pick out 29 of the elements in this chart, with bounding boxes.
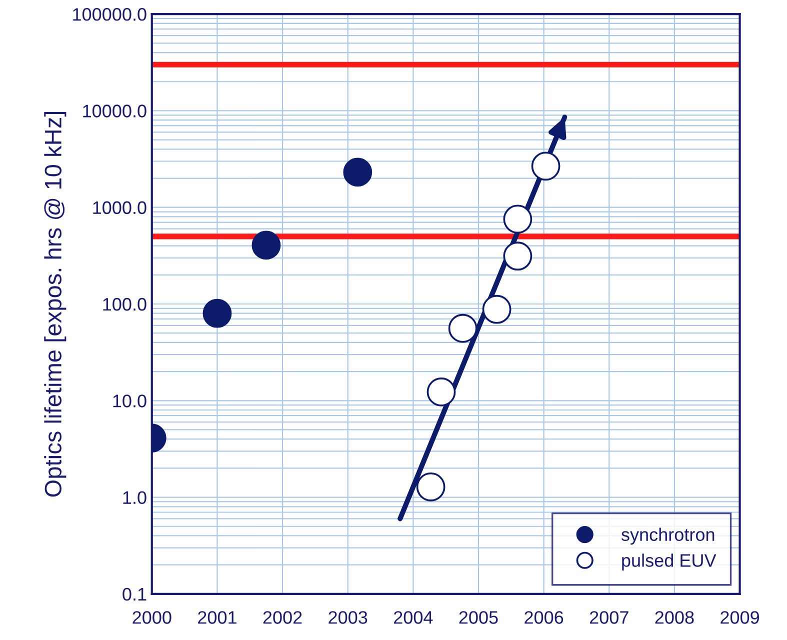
x-tick-label: 2007 [590,611,628,624]
y-tick-label: 100000.0 [73,8,146,21]
point [503,242,532,271]
x-tick-label: 2005 [459,611,498,624]
y-tick-label: 10000.0 [83,104,146,118]
x-tick-label: 2008 [655,611,694,624]
legend-label: pulsed EUV [622,554,716,570]
legend-label: synchrotron [621,528,714,545]
point [202,298,232,328]
point [503,204,532,234]
y-tick-label: 10.0 [113,394,146,408]
x-tick-label: 2003 [328,611,368,624]
x-tick-label: 2004 [394,611,433,624]
x-tick-label: 2006 [524,611,564,624]
y-axis-title: Optics lifetime [expos. hrs @ 10 kHz] [44,112,66,497]
point [343,158,372,187]
point [448,314,478,343]
x-tick-label: 2000 [132,611,172,624]
point [482,294,512,324]
x-tick-label: 2002 [263,611,302,624]
x-tick-label: 2009 [720,611,760,624]
x-tick-label: 2001 [198,611,236,624]
y-tick-label: 1.0 [123,491,146,504]
point [252,230,281,260]
y-tick-label: 0.1 [122,588,146,601]
y-tick-label: 1000.0 [93,201,146,214]
point [531,152,560,181]
y-tick-label: 100.0 [103,298,146,311]
point [426,378,456,406]
